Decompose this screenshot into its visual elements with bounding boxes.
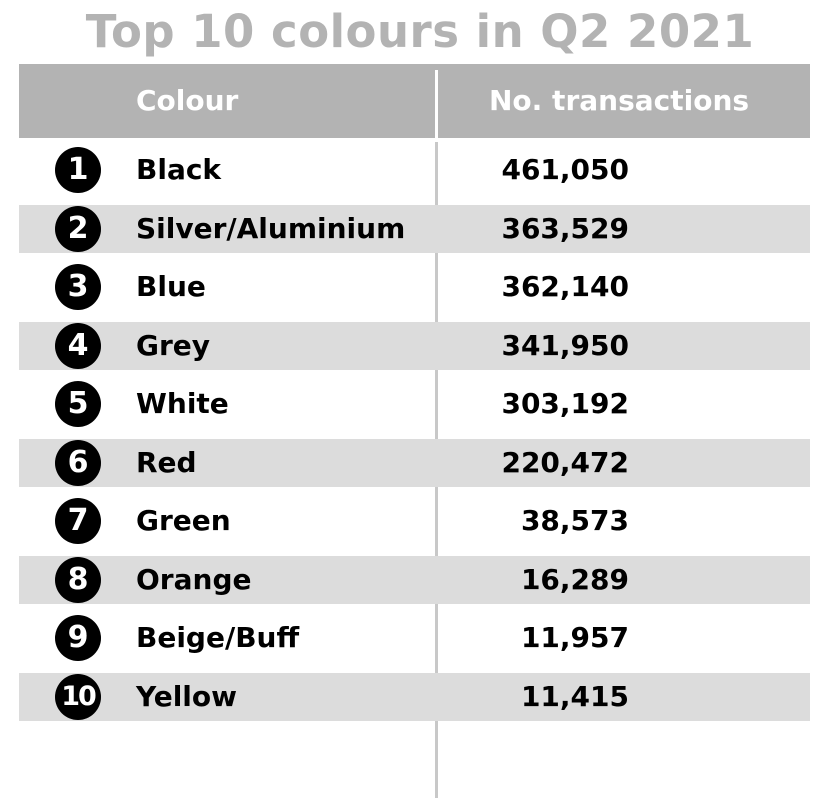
column-header-transactions: No. transactions [489,84,750,117]
colour-name: Green [136,504,231,537]
table-row: 10 Yellow 11,415 [19,665,810,724]
rank-badge: 6 [55,439,101,486]
rank-badge: 1 [55,147,101,193]
table-row: 2 Silver/Aluminium 363,529 [19,197,810,256]
transaction-count: 303,192 [501,387,629,420]
colour-name: Blue [136,270,206,303]
rank-badge: 3 [55,264,101,310]
colour-name: White [136,387,229,420]
rank-badge: 8 [55,556,101,603]
table-row: 1 Black 461,050 [19,138,810,197]
colour-name: Black [136,153,222,186]
table-header: Colour No. transactions [19,64,810,138]
table-row: 3 Blue 362,140 [19,255,810,314]
colour-name: Orange [136,562,252,596]
colour-name: Yellow [136,679,237,713]
rank-badge: 9 [55,615,101,661]
rank-badge: 7 [55,498,101,544]
table-row: 4 Grey 341,950 [19,314,810,373]
table-row: 9 Beige/Buff 11,957 [19,606,810,665]
rank-badge: 5 [55,381,101,427]
colour-name: Beige/Buff [136,621,300,654]
colours-table: Colour No. transactions 1 Black 461,050 2 Si… [19,64,810,798]
row-shading [19,321,810,370]
transaction-count: 461,050 [501,153,629,186]
colour-name: Silver/Aluminium [136,211,406,245]
transaction-count: 38,573 [520,504,629,537]
header-divider [435,70,438,138]
column-header-colour: Colour [136,84,239,117]
colour-name: Grey [136,328,211,362]
table-row: 8 Orange 16,289 [19,548,810,607]
row-shading [19,204,810,253]
row-shading [19,672,810,721]
row-shading [19,555,810,604]
table-row: 7 Green 38,573 [19,489,810,548]
colour-name: Red [136,445,197,479]
transaction-count: 11,415 [520,679,629,713]
row-shading [19,438,810,487]
rank-badge: 10 [55,673,101,720]
table-row: 5 White 303,192 [19,372,810,431]
transaction-count: 11,957 [520,621,629,654]
chart-title: Top 10 colours in Q2 2021 [85,5,755,58]
transaction-count: 220,472 [501,445,629,479]
transaction-count: 341,950 [501,328,629,362]
transaction-count: 362,140 [501,270,629,303]
transaction-count: 363,529 [501,211,629,245]
transaction-count: 16,289 [520,562,629,596]
table-body: 1 Black 461,050 2 Silver/Aluminium 363,529 3 Bl… [19,138,810,798]
rank-badge: 2 [55,205,101,252]
rank-badge: 4 [55,322,101,369]
table-row: 6 Red 220,472 [19,431,810,490]
